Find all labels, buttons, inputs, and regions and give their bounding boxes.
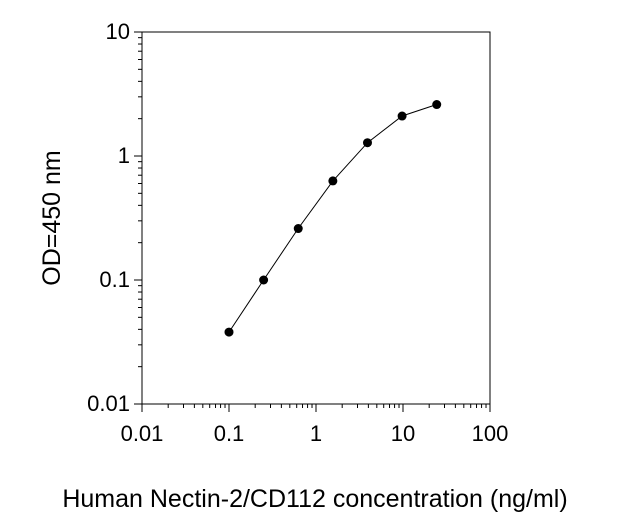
y-tick-label: 0.01 xyxy=(87,391,130,416)
data-point xyxy=(432,100,442,110)
data-point xyxy=(259,275,269,285)
x-axis-title: Human Nectin-2/CD112 concentration (ng/m… xyxy=(62,485,567,513)
x-tick-label: 1 xyxy=(310,421,322,446)
x-tick-label: 0.1 xyxy=(214,421,245,446)
data-point xyxy=(397,111,407,121)
data-point xyxy=(328,176,338,186)
data-point xyxy=(224,327,234,337)
data-point xyxy=(362,138,372,148)
x-axis-ticks xyxy=(141,404,491,412)
x-tick-label: 10 xyxy=(391,421,415,446)
y-axis-title: OD=450 nm xyxy=(38,150,66,286)
x-tick-label: 100 xyxy=(472,421,509,446)
y-tick-label: 1 xyxy=(118,143,130,168)
x-tick-label: 0.01 xyxy=(121,421,164,446)
series-points xyxy=(224,100,442,337)
y-axis-tick-labels: 0.01 0.1 1 10 xyxy=(87,19,130,416)
y-axis-ticks xyxy=(134,31,142,405)
y-tick-label: 0.1 xyxy=(99,267,130,292)
data-point xyxy=(293,224,303,234)
x-axis-tick-labels: 0.01 0.1 1 10 100 xyxy=(121,421,509,446)
y-tick-label: 10 xyxy=(106,19,130,44)
